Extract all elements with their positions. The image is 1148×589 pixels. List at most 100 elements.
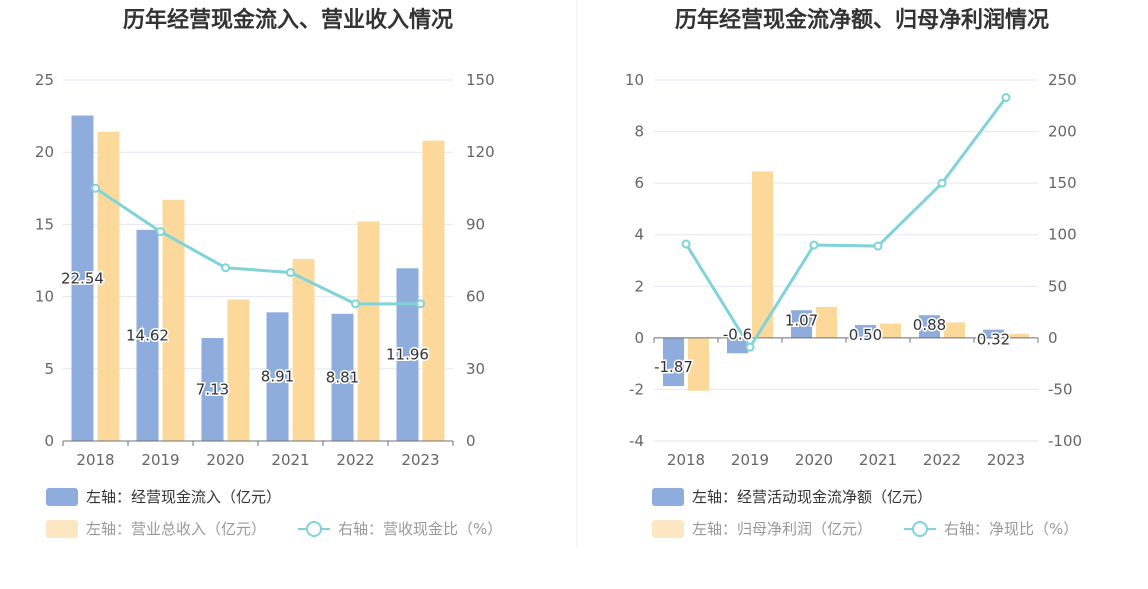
x-axis-tick-label: 2021 [859,451,897,469]
legend-swatch [46,520,78,538]
bar-data-label: 8.91 [261,368,294,386]
legend-swatch [652,520,684,538]
bar-secondary [162,199,185,441]
ratio-point [221,263,230,273]
right-axis-tick-label: 30 [466,360,485,378]
bar-secondary [292,259,315,441]
left-axis-tick-label: 2 [634,277,644,295]
bar-data-label: 0.32 [977,331,1010,349]
left-axis-tick-label: 25 [35,71,54,89]
left-axis-tick-label: 20 [35,143,54,161]
left-axis-tick-label: 5 [44,360,54,378]
left-axis-tick-label: 8 [634,123,644,141]
legend-label: 左轴：经营现金流入（亿元） [86,488,281,506]
legend-label: 左轴：营业总收入（亿元） [86,520,266,538]
legend-swatch [652,488,684,506]
bar-data-label: 1.07 [785,311,818,329]
bar-primary [201,338,224,441]
bar-secondary [688,337,709,391]
ratio-line [94,187,421,306]
x-axis-tick-label: 2019 [731,451,769,469]
legend-label: 左轴：归母净利润（亿元） [692,520,872,538]
right-axis-tick-label: 150 [1048,174,1077,192]
panel-divider [576,0,577,548]
left-axis-tick-label: 0 [44,432,54,450]
legend-marker [306,521,322,537]
bar-primary [983,329,1004,338]
bar-primary [396,268,419,441]
bar-data-label: 8.81 [326,368,359,386]
bar-primary [855,324,876,338]
x-axis-tick-label: 2018 [667,451,705,469]
bar-secondary [816,306,837,338]
right-axis-tick-label: 120 [466,143,495,161]
left-axis-tick-label: 0 [634,329,644,347]
bar-primary [919,315,940,338]
ratio-point [1001,93,1011,103]
x-axis-tick-label: 2019 [141,451,179,469]
bar-primary [266,312,289,441]
bar-data-label: -1.87 [654,358,693,376]
ratio-line [684,96,1008,350]
bar-data-label: 0.50 [849,326,882,344]
chart-title: 历年经营现金流入、营业收入情况 [122,8,453,33]
ratio-point [745,342,755,352]
cash-inflow-revenue-chart: 0 5 10 15 20 25 0 30 60 90 120 150 2018 2019 2020 2021 2… [35,71,502,538]
ratio-point [156,227,165,237]
left-axis-tick-label: 15 [35,215,54,233]
ratio-point [809,240,819,250]
left-axis-tick-label: 10 [35,288,54,306]
left-axis-tick-label: -2 [629,380,644,398]
right-axis-tick-label: 0 [1048,329,1058,347]
chart-title: 历年经营现金流净额、归母净利润情况 [674,8,1049,33]
ratio-point [873,241,883,251]
x-axis-tick-label: 2023 [401,451,439,469]
bar-data-label: 22.54 [61,269,104,287]
net-cashflow-profit-chart: -4 -2 0 2 4 6 8 10 -100 -50 0 50 100 150 200 250 2018 201… [625,71,1082,538]
right-axis-tick-label: 250 [1048,71,1077,89]
bar-secondary [944,322,965,338]
ratio-point [681,239,691,249]
bar-data-label: -0.6 [723,325,752,343]
right-axis-tick-label: -100 [1048,432,1082,450]
legend-label: 右轴：净现比（%） [944,520,1078,538]
bar-data-label: 0.88 [913,316,946,334]
x-axis-tick-label: 2022 [336,451,374,469]
bar-primary [331,313,354,441]
legend-marker [912,521,928,537]
legend-label: 右轴：营收现金比（%） [338,520,502,538]
ratio-point [416,299,425,309]
left-axis-tick-label: -4 [629,432,644,450]
x-axis-tick-label: 2020 [795,451,833,469]
right-chart-panel: 历年经营现金流净额、归母净利润情况 -4 -2 0 2 4 6 8 10 -100 -50 0 50 1… [576,0,1148,589]
bar-primary [136,229,159,441]
ratio-point [91,183,100,193]
bar-secondary [422,140,445,441]
bar-secondary [752,171,773,338]
right-axis-tick-label: 50 [1048,277,1067,295]
bar-data-label: 11.96 [386,346,429,364]
bar-secondary [227,299,250,441]
x-axis-tick-label: 2022 [923,451,961,469]
left-axis-tick-label: 4 [634,226,644,244]
left-axis-tick-label: 6 [634,174,644,192]
bar-secondary [880,323,901,338]
bar-primary [663,337,684,387]
ratio-point [351,299,360,309]
right-axis-tick-label: 90 [466,215,485,233]
ratio-point [286,268,295,278]
left-axis-tick-label: 10 [625,71,644,89]
right-axis-tick-label: 0 [466,432,476,450]
bar-data-label: 7.13 [196,381,229,399]
left-chart-panel: 历年经营现金流入、营业收入情况 0 5 10 15 20 25 0 30 60 90 120 150 2… [35,8,502,538]
legend-label: 左轴：经营活动现金流净额（亿元） [692,488,932,506]
right-axis-tick-label: 200 [1048,123,1077,141]
bar-secondary [1008,333,1029,338]
x-axis-tick-label: 2023 [987,451,1025,469]
right-axis-tick-label: 100 [1048,226,1077,244]
bar-secondary [357,221,380,441]
bar-primary [791,310,812,338]
x-axis-tick-label: 2020 [206,451,244,469]
bar-secondary [97,131,120,441]
legend-swatch [46,488,78,506]
